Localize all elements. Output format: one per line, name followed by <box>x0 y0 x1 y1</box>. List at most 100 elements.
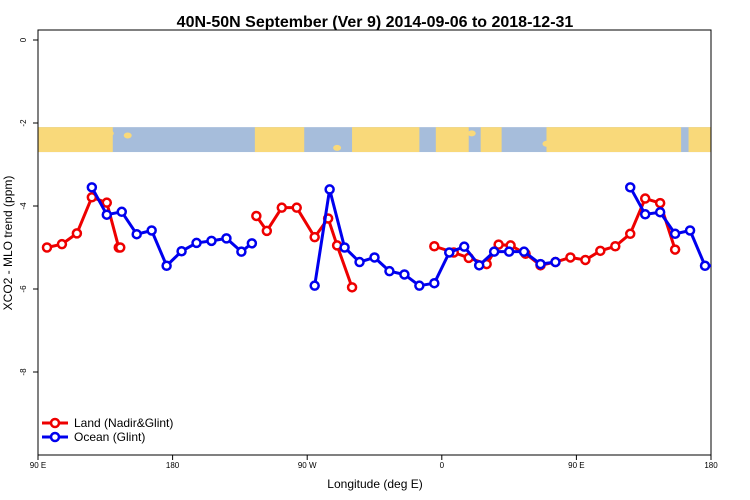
series-1-point <box>221 233 232 244</box>
series-1-point <box>161 260 172 272</box>
map-land <box>352 127 420 153</box>
series-1-point <box>488 246 500 257</box>
series-1-point <box>414 280 425 291</box>
series-1-point <box>669 228 681 240</box>
series-0-point <box>309 231 320 243</box>
world-map-band <box>38 127 711 153</box>
series-0-point <box>580 254 591 266</box>
series-1-point <box>518 246 530 257</box>
series-1-point <box>146 225 157 236</box>
series-0-point <box>101 197 113 208</box>
map-island <box>333 144 342 151</box>
x-tick-label: 180 <box>166 461 180 470</box>
series-1-point <box>624 182 636 193</box>
series-0-point <box>276 202 288 213</box>
series-1-point <box>354 256 365 268</box>
map-land <box>480 127 502 153</box>
legend-marker <box>49 417 61 429</box>
series-0 <box>41 192 681 293</box>
series-1-point <box>86 182 98 193</box>
series-0-point <box>56 238 68 250</box>
x-tick-label: 90 W <box>298 461 317 470</box>
map-island <box>75 134 84 141</box>
series-0-point <box>669 244 681 255</box>
series-1-point <box>654 206 666 218</box>
series-1-point <box>458 241 470 252</box>
series-1-point <box>699 260 711 272</box>
legend-label: Land (Nadir&Glint) <box>74 416 173 430</box>
legend: Land (Nadir&Glint)Ocean (Glint) <box>42 416 173 444</box>
series-1-point <box>369 252 380 263</box>
series-0-point <box>654 197 666 209</box>
series-0-point <box>346 282 358 293</box>
map-island <box>123 132 132 139</box>
y-tick-label: -8 <box>19 368 28 376</box>
series-1-point <box>116 206 128 218</box>
map-island <box>467 130 476 137</box>
series-1-point <box>639 209 651 220</box>
y-tick-label: -4 <box>19 202 28 210</box>
series-1-point <box>384 265 395 277</box>
series-1-point <box>206 235 217 247</box>
series-1-point <box>246 238 258 249</box>
series-1-point <box>503 246 515 257</box>
chart-title: 40N-50N September (Ver 9) 2014-09-06 to … <box>177 14 574 31</box>
series-0-point <box>291 202 302 213</box>
map-island <box>485 132 494 139</box>
y-axis: 0 -2 -4 -6 -8 <box>19 37 38 376</box>
series-1-point <box>399 269 410 280</box>
series-0-point <box>610 241 621 252</box>
legend-marker <box>49 431 61 443</box>
x-tick-label: 90 E <box>30 461 46 470</box>
series-0-point <box>624 228 636 240</box>
map-island <box>105 130 114 137</box>
series-1-point <box>473 260 485 271</box>
series-1-point <box>444 247 455 258</box>
series-0-point <box>565 252 576 263</box>
series-layer <box>41 182 724 293</box>
series-0-point <box>429 241 440 252</box>
series-1-point <box>684 225 696 236</box>
series-1-point <box>716 262 724 270</box>
series-1-point <box>535 258 546 270</box>
series-1-point <box>131 228 142 240</box>
series-1-point <box>309 280 320 291</box>
map-land <box>435 127 469 153</box>
plot-frame <box>37 29 712 456</box>
series-1 <box>86 182 724 291</box>
map-land <box>254 127 305 153</box>
y-tick-label: -2 <box>19 119 28 127</box>
series-1-point <box>550 256 561 268</box>
series-0-point <box>251 210 262 222</box>
map-island <box>542 140 551 147</box>
series-1-line <box>313 187 556 288</box>
series-0-point <box>71 228 83 239</box>
series-0-point <box>115 242 126 253</box>
series-1-point <box>191 237 202 249</box>
x-axis-label: Longitude (deg E) <box>327 477 422 491</box>
series-1-point <box>339 242 350 253</box>
series-1-point <box>324 184 335 195</box>
x-axis: 90 E 180 90 W 0 90 E 180 <box>30 455 718 470</box>
series-0-point <box>639 193 651 204</box>
series-1-point <box>101 209 113 220</box>
series-0-point <box>595 245 606 257</box>
y-tick-label: -6 <box>19 285 28 293</box>
legend-label: Ocean (Glint) <box>74 430 145 444</box>
y-tick-label: 0 <box>19 37 28 42</box>
map-land <box>546 127 682 153</box>
series-1-point <box>236 246 247 257</box>
series-0-point <box>41 242 53 253</box>
series-1-point <box>176 245 187 257</box>
x-tick-label: 180 <box>704 461 718 470</box>
x-tick-label: 90 E <box>568 461 584 470</box>
series-0-point <box>261 225 273 237</box>
series-1-line <box>90 186 253 268</box>
map-land <box>38 127 113 153</box>
map-land <box>688 127 711 153</box>
series-1-point <box>429 277 440 289</box>
x-tick-label: 0 <box>440 461 445 470</box>
y-axis-label: XCO2 - MLO trend (ppm) <box>1 176 15 311</box>
series-0-point <box>493 239 504 250</box>
